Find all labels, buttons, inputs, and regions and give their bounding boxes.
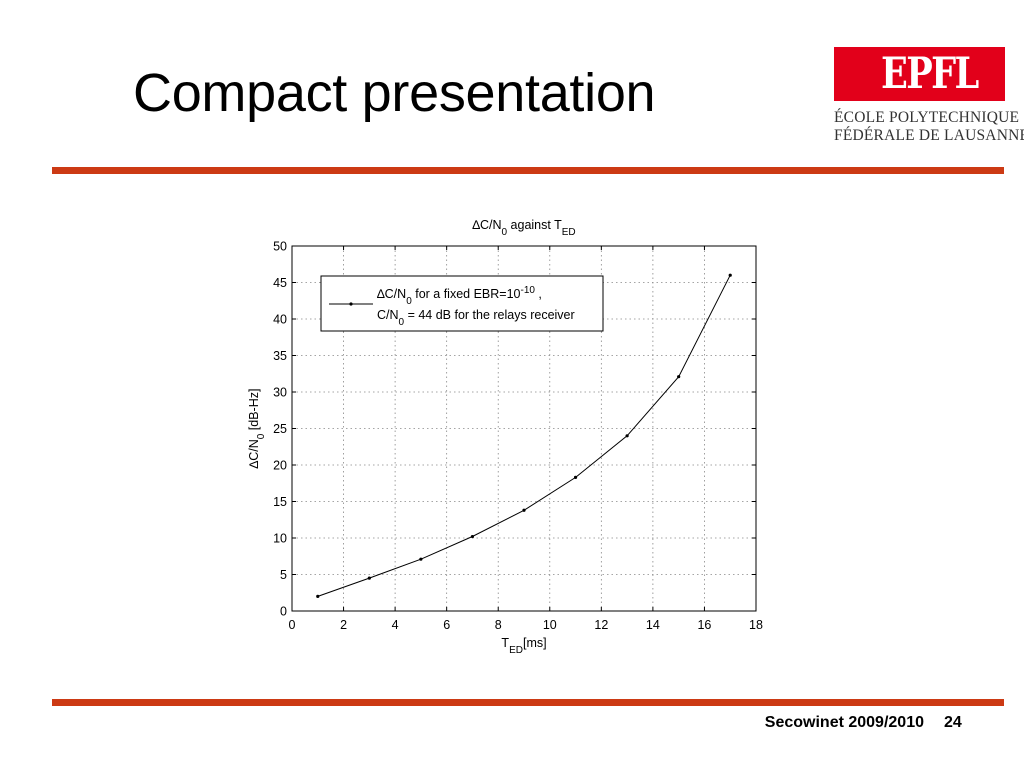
header-rule: [52, 167, 1004, 174]
legend-line2-a: C/N: [377, 308, 399, 322]
chart-title-prefix: ∆C/N: [472, 218, 501, 232]
data-point: [625, 434, 629, 438]
y-axis-label: ∆C/N0 [dB-Hz]: [247, 389, 267, 469]
logo-text-line1: ÉCOLE POLYTECHNIQUE: [834, 109, 1020, 126]
data-point: [728, 273, 732, 277]
x-tick-label: 4: [392, 618, 399, 632]
y-axis-label-main: ∆C/N: [247, 439, 261, 468]
legend-line1-c: ,: [535, 287, 542, 301]
tick-layer: 0 2 4 6 8 10 12 14 16 18 0 5 10 15 20 25 30 35 40 45 50: [273, 240, 763, 633]
page-number: 24: [944, 714, 962, 731]
logo-red-block: EPFL: [834, 47, 1005, 101]
y-tick-label: 25: [273, 422, 287, 436]
y-tick-label: 45: [273, 276, 287, 290]
epfl-logo: EPFL ÉCOLE POLYTECHNIQUE FÉDÉRALE DE LAU…: [834, 47, 1024, 171]
legend-entry-line2: C/N0 = 44 dB for the relays receiver: [377, 308, 575, 328]
chart-title: ∆C/N0 against TED: [472, 218, 575, 238]
x-axis-label: TED[ms]: [501, 636, 546, 656]
data-point: [316, 594, 320, 598]
y-tick-label: 0: [280, 605, 287, 619]
legend-line2-b: = 44 dB for the relays receiver: [404, 308, 575, 322]
x-tick-label: 6: [443, 618, 450, 632]
x-tick-label: 14: [646, 618, 660, 632]
logo-text-line2: FÉDÉRALE DE LAUSANNE: [834, 127, 1024, 144]
data-point: [419, 557, 423, 561]
chart-title-suffix-sub: ED: [562, 227, 576, 238]
slide-title: Compact presentation: [133, 63, 656, 123]
legend-line1-a: ∆C/N: [377, 287, 406, 301]
data-point: [470, 534, 475, 539]
x-tick-label: 2: [340, 618, 347, 632]
y-tick-label: 50: [273, 240, 287, 254]
legend-line1-b: for a fixed EBR=10: [412, 287, 521, 301]
y-tick-label: 15: [273, 495, 287, 509]
x-axis-label-main: T: [501, 636, 509, 650]
legend-entry-line1: ∆C/N0 for a fixed EBR=10-10 ,: [377, 285, 542, 307]
footer-rule: [52, 699, 1004, 706]
legend-line1-sub: 0: [406, 296, 412, 307]
y-tick-label: 35: [273, 349, 287, 363]
data-point: [522, 508, 526, 512]
x-tick-label: 16: [697, 618, 711, 632]
y-tick-label: 10: [273, 532, 287, 546]
y-axis-label-sub: 0: [256, 433, 267, 439]
chart: 0 2 4 6 8 10 12 14 16 18 0 5 10 15 20 25 30 35 40 45 50 ∆C/N…: [247, 218, 763, 656]
chart-title-middle: against T: [507, 218, 562, 232]
y-axis-label-unit: [dB-Hz]: [247, 389, 261, 434]
chart-title-prefix-sub: 0: [502, 227, 508, 238]
data-point: [573, 475, 578, 480]
x-tick-label: 8: [495, 618, 502, 632]
x-tick-label: 18: [749, 618, 763, 632]
x-tick-label: 0: [289, 618, 296, 632]
logo-mark: EPFL: [881, 49, 979, 99]
legend: ∆C/N0 for a fixed EBR=10-10 , C/N0 = 44 …: [320, 275, 604, 332]
x-tick-label: 12: [594, 618, 608, 632]
y-tick-label: 40: [273, 313, 287, 327]
x-axis-label-unit: [ms]: [523, 636, 547, 650]
y-tick-label: 30: [273, 386, 287, 400]
legend-line2-sub: 0: [399, 317, 405, 328]
legend-marker: [349, 302, 353, 306]
data-point: [677, 375, 681, 379]
y-tick-label: 5: [280, 568, 287, 582]
data-point: [367, 576, 371, 580]
series-layer: [316, 273, 732, 598]
y-tick-label: 20: [273, 459, 287, 473]
x-axis-label-sub: ED: [509, 645, 523, 656]
x-tick-label: 10: [543, 618, 557, 632]
legend-line1-sup: -10: [521, 285, 536, 296]
footer-course: Secowinet 2009/2010: [764, 714, 924, 731]
